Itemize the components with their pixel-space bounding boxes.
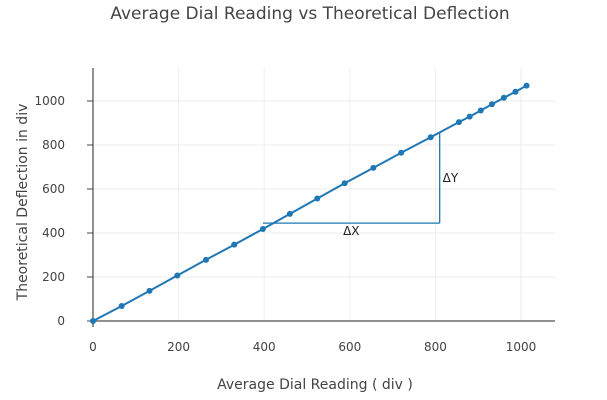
data-point (455, 119, 462, 126)
x-tick-label: 1000 (506, 340, 537, 354)
data-point (90, 318, 96, 324)
data-point (512, 88, 519, 95)
x-axis-title: Average Dial Reading ( div ) (217, 377, 413, 393)
y-tick-label: 200 (42, 270, 65, 284)
y-tick-label: 0 (57, 314, 65, 328)
x-tick-label: 200 (167, 340, 190, 354)
data-point (488, 101, 495, 108)
x-tick-label: 800 (424, 340, 447, 354)
y-tick-label: 400 (42, 226, 65, 240)
y-axis-title: Theoretical Deflection in div (15, 104, 31, 302)
x-tick-label: 400 (253, 340, 276, 354)
data-point (427, 134, 434, 141)
data-point (174, 272, 181, 279)
data-point (202, 256, 209, 263)
series (90, 82, 530, 324)
x-tick-label: 600 (338, 340, 361, 354)
x-tick-label: 0 (89, 340, 97, 354)
data-point (146, 287, 153, 294)
tick-labels: 0 200 400 600 800 1000 0 200 400 600 800 1000 (34, 94, 536, 354)
data-point (118, 303, 125, 310)
data-point (398, 149, 405, 156)
y-tick-label: 600 (42, 182, 65, 196)
data-point (466, 113, 473, 120)
data-point (477, 107, 484, 114)
data-point (370, 164, 377, 171)
delta-y-label: ΔY (443, 171, 459, 185)
data-point (314, 195, 321, 202)
delta-x-label: ΔX (343, 224, 359, 238)
y-tick-label: 800 (42, 138, 65, 152)
chart-title: Average Dial Reading vs Theoretical Defl… (110, 4, 509, 24)
grid (93, 68, 555, 321)
data-point (500, 94, 507, 101)
data-point (341, 180, 348, 187)
data-point (231, 241, 238, 248)
y-tick-label: 1000 (34, 94, 65, 108)
annotations: ΔX ΔY (262, 132, 459, 238)
data-point (523, 82, 530, 89)
data-point (259, 226, 266, 233)
data-point (286, 210, 293, 217)
